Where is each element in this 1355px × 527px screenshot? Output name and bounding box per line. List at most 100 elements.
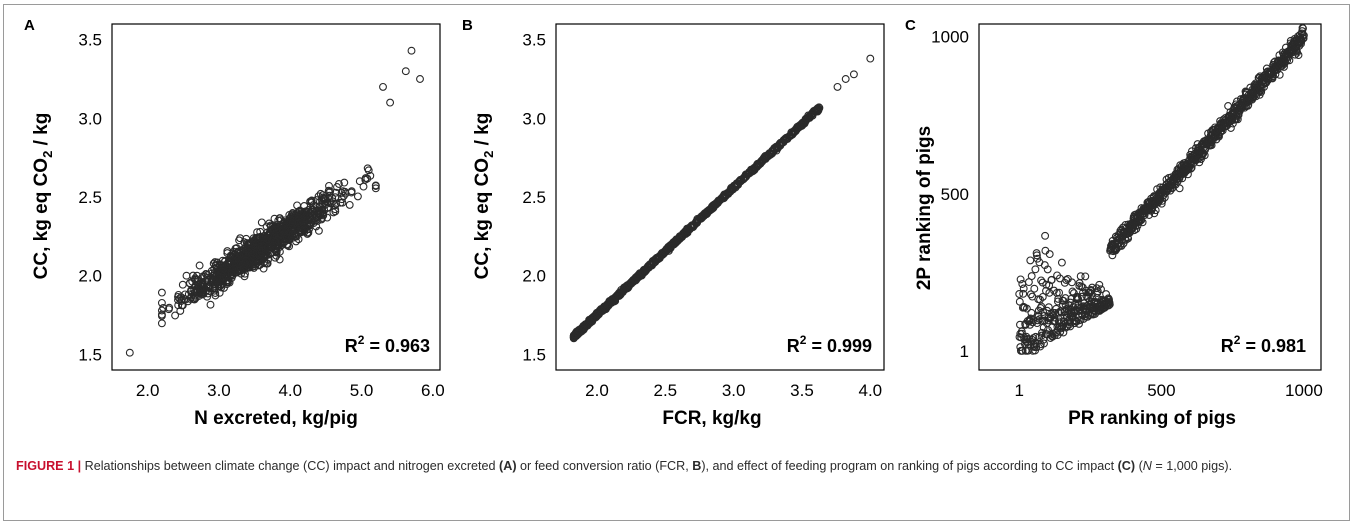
panel-a-data-point — [209, 280, 218, 289]
panel-a-data-point — [189, 271, 198, 280]
panel-b-plot-area — [555, 23, 885, 371]
panel-a-data-point — [246, 239, 255, 248]
panel-c-data-point — [1046, 334, 1055, 342]
panel-b-r-squared-exponent: 2 — [800, 333, 807, 347]
panel-c-data-point — [1032, 339, 1040, 348]
panel-c-data-point — [1097, 285, 1105, 294]
panel-a-data-point — [364, 166, 373, 175]
panel-b-data-point — [796, 120, 805, 129]
panel-c-data-point — [1277, 62, 1286, 71]
panel-c-data-point — [1068, 287, 1077, 296]
panel-c-y-tick-label: 1 — [960, 342, 969, 361]
panel-a-y-tick-label: 3.5 — [78, 31, 102, 50]
panel-c-data-point — [1022, 304, 1031, 313]
panel-b-data-point — [652, 253, 661, 262]
panel-c-data-point — [1288, 45, 1297, 54]
panel-a-data-point — [331, 193, 340, 202]
panel-c-data-point — [1015, 297, 1024, 306]
panel-a-r-squared-value: = 0.963 — [364, 336, 430, 356]
panel-a-data-point — [240, 272, 249, 281]
panel-b-points — [569, 54, 875, 343]
panel-c-data-point — [1063, 322, 1072, 331]
panel-b-data-point — [574, 329, 583, 338]
panel-b-data-point — [691, 219, 700, 228]
panel-c-plot-area — [978, 23, 1322, 371]
panel-c-data-point — [1016, 275, 1025, 284]
panel-a-data-point — [272, 248, 281, 257]
panel-a-data-point — [226, 253, 235, 262]
panel-a-y-tick-label: 3.0 — [78, 109, 102, 128]
panel-b-data-point — [791, 125, 800, 134]
panel-b-data-point — [634, 272, 643, 281]
panel-a-data-point — [176, 306, 185, 315]
panel-a-x-tick-label: 3.0 — [207, 381, 231, 400]
figure-caption-text-4: ( — [1135, 459, 1143, 473]
panel-c-data-point — [1045, 250, 1054, 259]
panel-a-data-point — [331, 207, 340, 216]
panel-c-data-point — [1038, 292, 1047, 301]
panel-b-data-point — [736, 177, 745, 186]
panel-c-data-point — [1076, 272, 1085, 281]
panel-a-data-point — [300, 225, 309, 234]
panel-c-r-squared: R2 = 0.981 — [1221, 333, 1306, 356]
panel-c-points — [1015, 23, 1308, 355]
figure-caption-text-5: = 1,000 pigs). — [1151, 459, 1233, 473]
panel-a-data-point — [257, 218, 266, 227]
panel-b-data-point — [643, 264, 652, 273]
panel-b-data-point — [781, 134, 790, 143]
panel-b-data-point — [681, 230, 690, 238]
panel-c-data-point — [1039, 308, 1048, 316]
panel-b-data-point — [724, 189, 733, 198]
panel-b-y-tick-label: 3.5 — [522, 31, 546, 50]
panel-a-data-point — [224, 277, 233, 286]
panel-a-y-tick-label: 2.0 — [78, 267, 102, 286]
panel-a-data-point — [262, 236, 271, 245]
panel-a-data-point — [245, 263, 254, 272]
panel-a-data-point — [223, 247, 232, 256]
panel-b-y-tick-label: 3.0 — [522, 109, 546, 128]
panel-a-data-point — [178, 280, 187, 289]
panel-b-data-point — [866, 54, 875, 63]
panel-a-data-point — [307, 197, 316, 206]
panel-a-data-point — [280, 229, 289, 238]
panel-a-data-point — [293, 201, 302, 210]
panel-c-data-point — [1051, 309, 1060, 317]
panel-a-data-point — [157, 319, 166, 328]
panel-b-data-point — [808, 111, 817, 120]
panel-c-data-point — [1265, 73, 1274, 82]
panel-a-data-point — [288, 230, 297, 239]
panel-a-data-point — [297, 207, 306, 216]
panel-a-data-point — [191, 293, 200, 302]
panel-a-data-point — [239, 264, 248, 273]
panel-b-data-point — [673, 236, 682, 245]
panel-c-data-point — [1081, 272, 1090, 281]
panel-a-data-point — [353, 192, 362, 201]
panel-c-data-point — [1045, 288, 1054, 297]
panel-b-data-point — [689, 222, 698, 231]
panel-c-data-point — [1047, 275, 1056, 284]
panel-a-x-tick-label: 4.0 — [278, 381, 302, 400]
panel-a-data-point — [280, 238, 289, 247]
panel-b-data-point — [616, 290, 625, 299]
panel-a-data-point — [255, 256, 264, 265]
panel-a-data-point — [191, 274, 200, 283]
panel-a-data-point — [416, 75, 424, 83]
panel-a-data-point — [171, 311, 180, 320]
panel-b-data-point — [789, 127, 798, 136]
panel-a-data-point — [257, 248, 266, 257]
panel-a-data-point — [249, 263, 258, 272]
panel-c-data-point — [1233, 115, 1242, 124]
panel-a-data-point — [211, 258, 219, 267]
panel-a-data-point — [292, 232, 301, 241]
panel-b-data-point — [729, 181, 738, 190]
panel-a-data-point — [233, 247, 242, 256]
panel-c-data-point — [1095, 280, 1104, 289]
panel-a-data-point — [401, 67, 410, 76]
panel-a-data-point — [280, 216, 289, 225]
panel-b-data-point — [719, 194, 728, 203]
panel-c-data-point — [1041, 231, 1050, 240]
panel-c-data-point — [1057, 258, 1066, 267]
panel-c-y-ticks: 1 500 1000 — [931, 28, 969, 361]
panel-a-data-point — [331, 188, 340, 197]
figure-caption-label: FIGURE 1 | — [16, 459, 82, 473]
